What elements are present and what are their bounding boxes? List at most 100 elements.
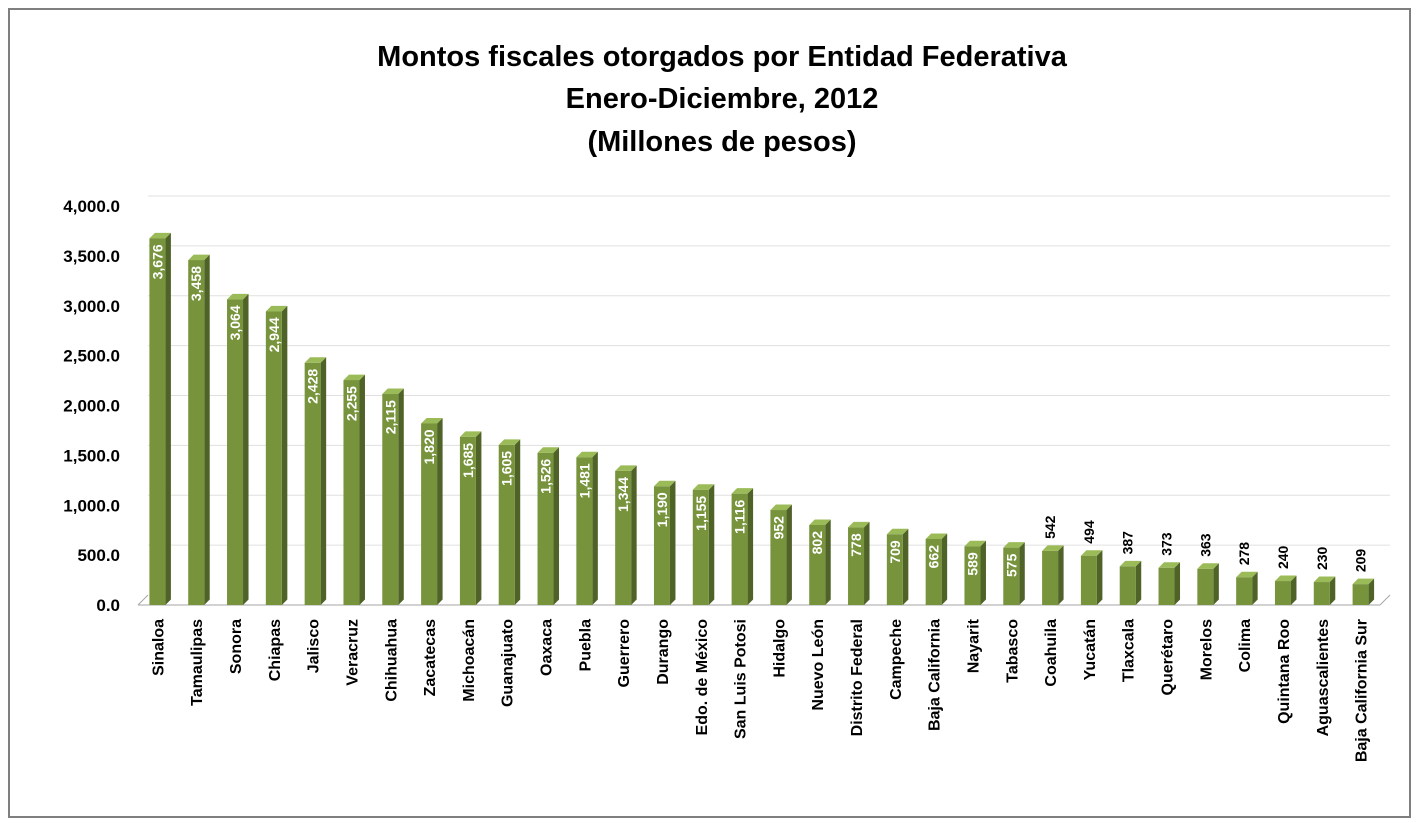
bar-side	[864, 521, 870, 605]
bar-top	[1119, 560, 1142, 567]
bar-front	[731, 493, 748, 605]
floor-edge	[137, 594, 149, 606]
value-labels: 3,676 3,458 3,064 2,944 2,428 2,255 2,115 1,820…	[149, 244, 1368, 577]
bar	[848, 521, 870, 605]
y-tick-label: 3,500.0	[63, 247, 120, 266]
bar-front	[1158, 567, 1175, 605]
bar	[1236, 571, 1258, 605]
value-label: 589	[964, 552, 980, 576]
bar-top	[731, 488, 754, 494]
bar-side	[1213, 563, 1219, 605]
value-label: 1,344	[615, 477, 631, 512]
bar	[770, 504, 792, 605]
bar-front	[809, 525, 826, 605]
chart-subtitle-line: Enero-Diciembre, 2012	[566, 83, 879, 115]
bar-side	[1252, 571, 1258, 605]
value-label: 542	[1042, 515, 1058, 539]
y-tick-label: 1,500.0	[63, 446, 120, 465]
bar-top	[848, 521, 870, 528]
bar-side	[1329, 576, 1336, 605]
bar-top	[1197, 563, 1219, 569]
bar-top	[925, 533, 948, 539]
bar	[964, 540, 986, 605]
bar-front	[1003, 547, 1020, 605]
bar-top	[964, 540, 986, 547]
bar-front	[498, 444, 515, 605]
x-tick-label: Morelos	[1198, 619, 1215, 680]
x-tick-label: Tabasco	[1004, 619, 1021, 683]
bar-top	[1274, 575, 1297, 582]
value-label: 662	[926, 545, 942, 569]
x-axis-depth	[1379, 594, 1391, 606]
bar-side	[1290, 575, 1297, 605]
x-tick-label: Hidalgo	[771, 619, 788, 678]
bar-front	[382, 394, 399, 605]
y-tick-label: 2,000.0	[63, 397, 120, 416]
bar-side	[631, 465, 637, 605]
x-tick-label: Quintana Roo	[1276, 619, 1293, 724]
x-tick-label: Baja California	[927, 619, 944, 731]
bar-top	[537, 447, 560, 453]
bar-top	[692, 484, 715, 490]
bar-top	[1236, 571, 1258, 578]
bar-top	[343, 374, 365, 381]
value-label: 2,255	[343, 386, 359, 421]
bar-side	[1368, 578, 1375, 605]
bar	[925, 533, 948, 605]
value-label: 3,676	[149, 244, 165, 279]
y-tick-label: 2,500.0	[63, 347, 120, 366]
bar-front	[886, 534, 903, 605]
bar-front	[1352, 584, 1369, 605]
value-label: 1,190	[654, 492, 670, 527]
bar-top	[1313, 576, 1336, 583]
x-tick-label: Sinaloa	[150, 619, 167, 676]
value-label: 1,481	[576, 463, 592, 498]
bar-front	[265, 311, 282, 605]
value-label: 575	[1003, 553, 1019, 577]
bar-side	[902, 528, 909, 605]
bar-top	[1158, 562, 1181, 568]
bar-front	[925, 538, 942, 605]
value-label: 1,820	[421, 429, 437, 464]
bar-top	[227, 293, 249, 300]
bar-side	[320, 357, 327, 605]
bar-front	[653, 486, 670, 605]
bar	[188, 254, 210, 605]
bar	[1352, 578, 1375, 605]
chart-frame: Montos fiscales otorgados por Entidad Fe…	[8, 8, 1411, 818]
bar-side	[359, 374, 365, 605]
bar-top	[653, 480, 676, 487]
bar	[343, 374, 365, 605]
bar-front	[1042, 550, 1059, 605]
value-label: 709	[887, 540, 903, 564]
x-tick-label: Colima	[1237, 619, 1254, 672]
x-tick-label: Puebla	[577, 619, 594, 672]
bar-front	[304, 362, 321, 605]
bar-side	[1135, 560, 1142, 605]
chart-unit-line: (Millones de pesos)	[587, 126, 856, 158]
bar	[1313, 576, 1336, 605]
bar-top	[265, 305, 288, 312]
bar	[1158, 562, 1181, 605]
chart-title-line-1: Montos fiscales otorgados por Entidad Fe…	[377, 41, 1068, 73]
bar	[1274, 575, 1297, 605]
y-tick-label: 500.0	[77, 546, 120, 565]
bar-side	[669, 480, 676, 605]
bar-top	[770, 504, 792, 511]
y-tick-label: 4,000.0	[63, 197, 120, 216]
bar-front	[770, 510, 787, 605]
chart-svg: Montos fiscales otorgados por Entidad Fe…	[63, 41, 1391, 762]
bar-front	[1274, 581, 1291, 605]
x-tick-label: San Luis Potosi	[733, 619, 750, 739]
bar-side	[1096, 550, 1103, 605]
bar-top	[576, 451, 598, 458]
bar-side	[437, 417, 443, 605]
x-tick-label: Baja California Sur	[1354, 619, 1371, 762]
value-label: 3,458	[188, 266, 204, 301]
bar	[459, 431, 482, 605]
bar-front	[576, 457, 593, 605]
bar-front	[1236, 577, 1253, 605]
bar-side	[1058, 545, 1064, 605]
bar	[1003, 542, 1025, 605]
bar-front	[421, 423, 438, 605]
